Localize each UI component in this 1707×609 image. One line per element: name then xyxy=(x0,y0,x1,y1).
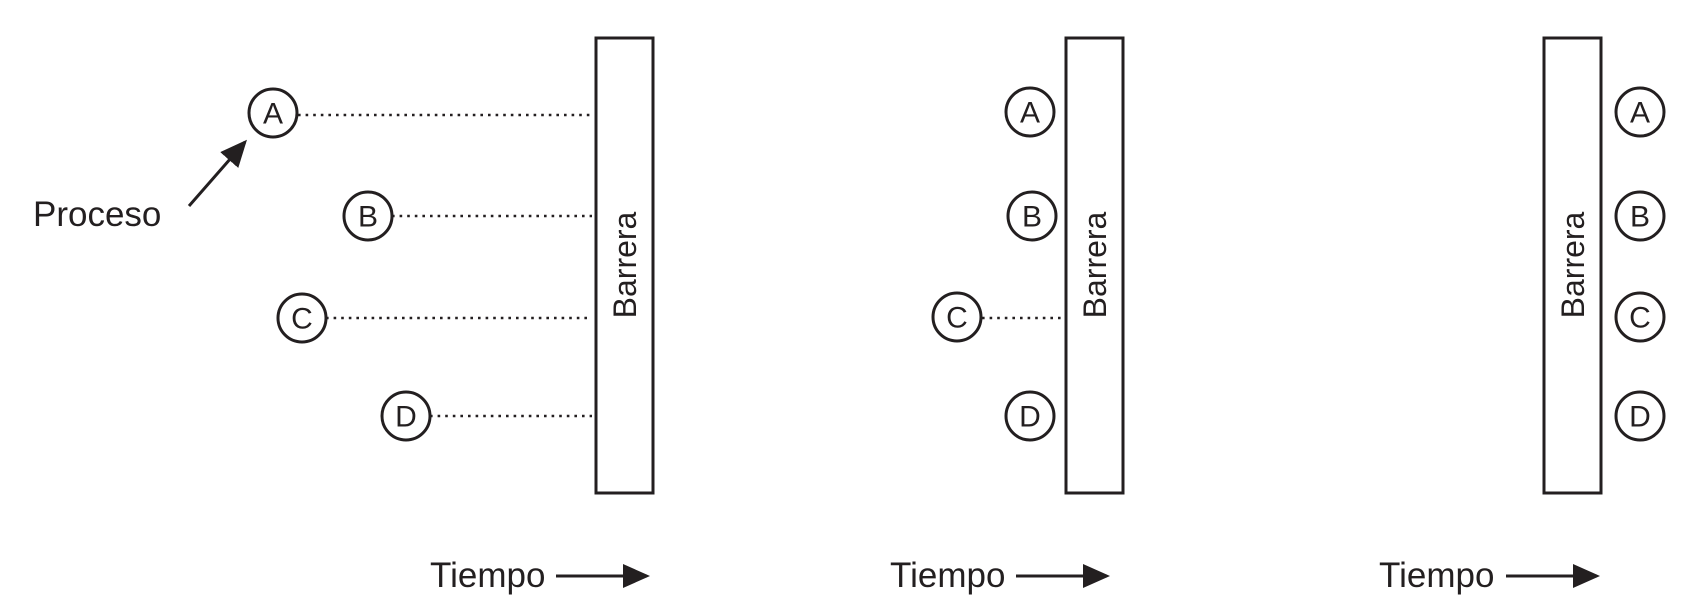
process-callout-arrow xyxy=(187,139,247,207)
barrier-label: Barrera xyxy=(1077,211,1113,318)
process-node: B xyxy=(1006,190,1058,242)
time-label: Tiempo xyxy=(1379,556,1494,595)
panel-1: Barrera A B C D Proceso Tiempo xyxy=(33,36,655,595)
panel-3: Barrera A B C D Tiempo xyxy=(1379,36,1666,595)
svg-text:B: B xyxy=(1022,201,1042,234)
process-callout-label: Proceso xyxy=(33,195,161,234)
process-node: D xyxy=(1004,390,1056,442)
process-node: A xyxy=(1004,86,1056,138)
process-node: D xyxy=(380,390,432,442)
process-node: A xyxy=(1614,86,1666,138)
svg-text:C: C xyxy=(291,303,313,336)
barrier-label: Barrera xyxy=(1555,211,1591,318)
svg-text:D: D xyxy=(1019,401,1041,434)
process-node: C xyxy=(931,291,983,343)
process-node: A xyxy=(247,87,299,139)
svg-text:B: B xyxy=(358,201,378,234)
time-label: Tiempo xyxy=(890,556,1005,595)
process-node: C xyxy=(1614,291,1666,343)
process-node: B xyxy=(1614,190,1666,242)
svg-text:D: D xyxy=(1629,401,1651,434)
svg-text:A: A xyxy=(1630,97,1650,130)
barrier-box xyxy=(1542,36,1603,495)
svg-text:B: B xyxy=(1630,201,1650,234)
panel-2: Barrera A B C D Tiempo xyxy=(890,36,1125,595)
svg-text:A: A xyxy=(263,98,283,131)
process-node: B xyxy=(342,190,394,242)
svg-text:D: D xyxy=(395,401,417,434)
process-node: D xyxy=(1614,390,1666,442)
process-node: C xyxy=(276,292,328,344)
barrier-box xyxy=(1064,36,1125,495)
time-label: Tiempo xyxy=(430,556,545,595)
barrier-box xyxy=(594,36,655,495)
svg-text:C: C xyxy=(1629,302,1651,335)
barrier-label: Barrera xyxy=(607,211,643,318)
svg-text:A: A xyxy=(1020,97,1040,130)
svg-text:C: C xyxy=(946,302,968,335)
